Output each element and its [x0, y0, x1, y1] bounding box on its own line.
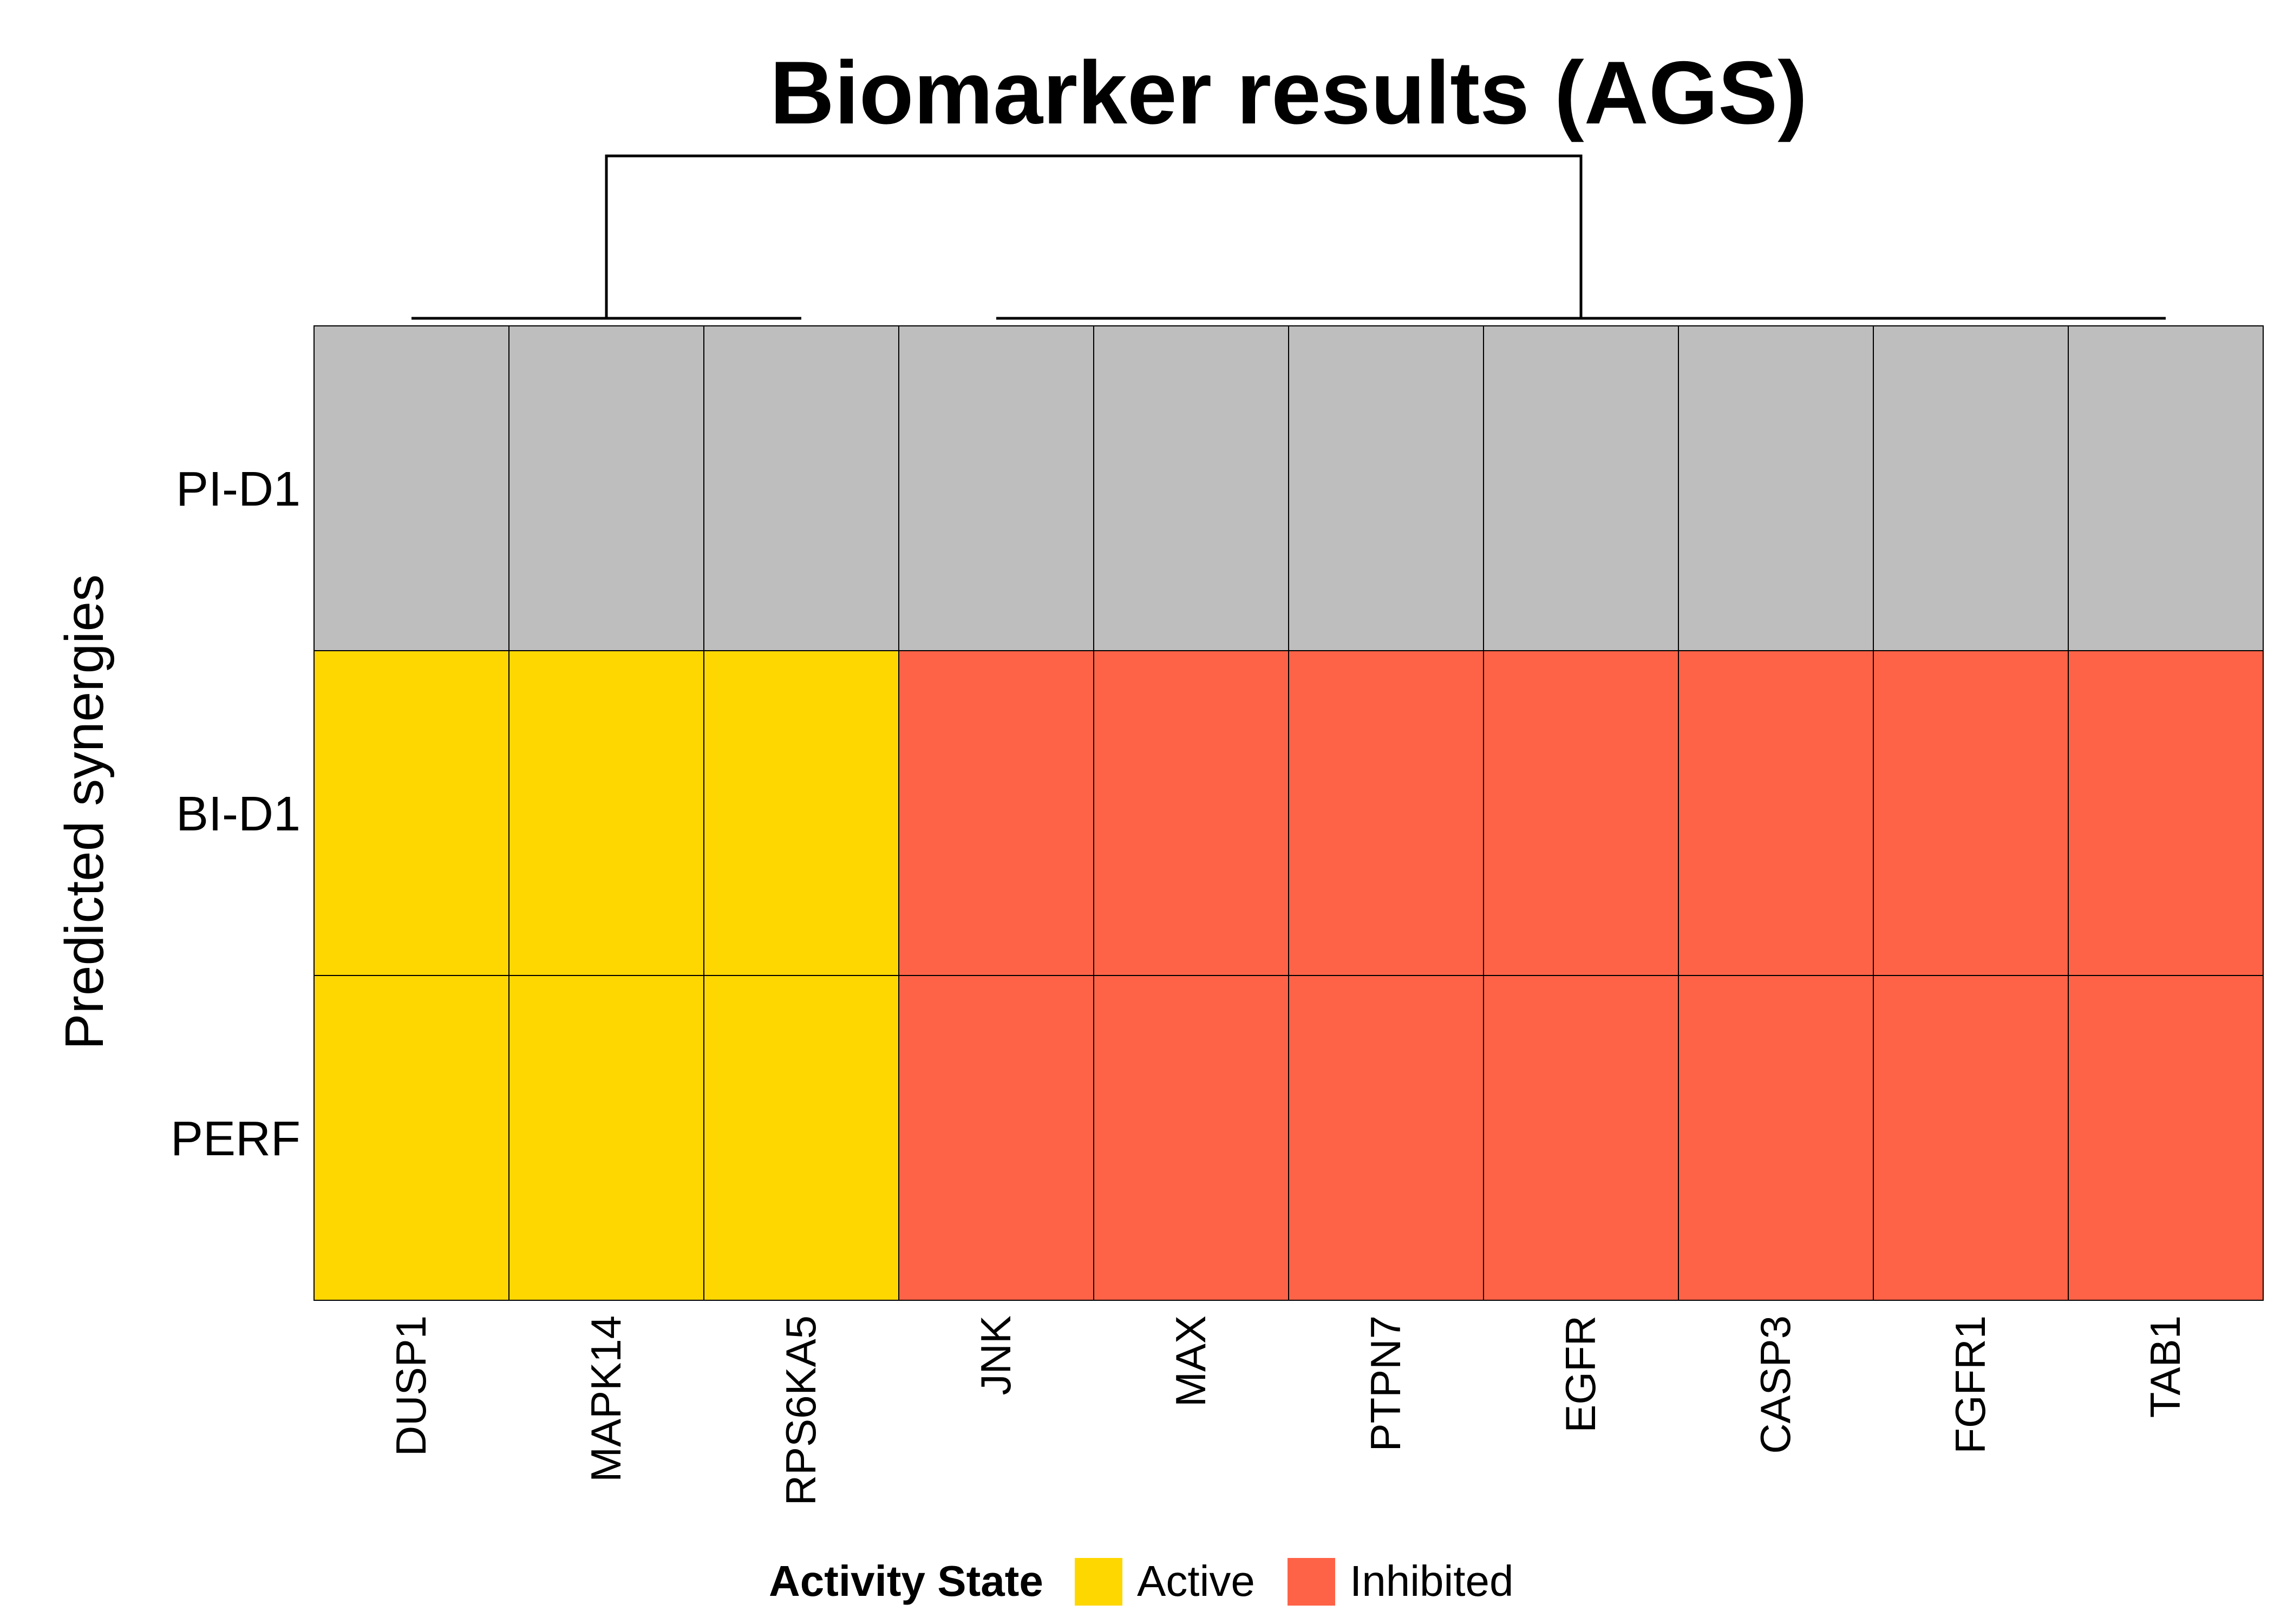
column-label-RPS6KA5: RPS6KA5 [777, 1315, 825, 1505]
heatmap-cell-BI-D1-MAPK14 [508, 650, 704, 976]
heatmap-cell-PI-D1-EGFR [1483, 325, 1679, 651]
heatmap-cell-BI-D1-RPS6KA5 [703, 650, 899, 976]
legend-label-active: Active [1137, 1557, 1255, 1605]
heatmap-cell-PERF-RPS6KA5 [703, 975, 899, 1301]
heatmap-cell-PERF-MAX [1093, 975, 1289, 1301]
column-label-CASP3: CASP3 [1752, 1315, 1799, 1454]
row-label-PERF: PERF [171, 1112, 300, 1166]
heatmap-cell-PI-D1-CASP3 [1678, 325, 1874, 651]
heatmap-cell-PI-D1-MAX [1093, 325, 1289, 651]
column-label-MAPK14: MAPK14 [582, 1315, 630, 1482]
column-dendrogram [411, 154, 2166, 320]
heatmap-cell-PERF-EGFR [1483, 975, 1679, 1301]
heatmap-cell-PERF-FGFR1 [1873, 975, 2069, 1301]
row-label-BI-D1: BI-D1 [176, 787, 300, 841]
column-label-EGFR: EGFR [1557, 1315, 1604, 1433]
heatmap-cells [313, 325, 2264, 1301]
heatmap-cell-PERF-JNK [898, 975, 1094, 1301]
heatmap-cell-BI-D1-TAB1 [2068, 650, 2264, 976]
column-label-TAB1: TAB1 [2141, 1315, 2189, 1418]
heatmap-cell-BI-D1-EGFR [1483, 650, 1679, 976]
dendrogram-root-link [605, 154, 1583, 318]
heatmap-cell-PI-D1-FGFR1 [1873, 325, 2069, 651]
legend-title: Activity State [769, 1557, 1043, 1605]
heatmap-cell-BI-D1-FGFR1 [1873, 650, 2069, 976]
column-label-JNK: JNK [972, 1315, 1020, 1395]
column-label-DUSP1: DUSP1 [387, 1315, 435, 1456]
heatmap-cell-BI-D1-JNK [898, 650, 1094, 976]
heatmap-cell-PI-D1-MAPK14 [508, 325, 704, 651]
heatmap-cell-PI-D1-DUSP1 [313, 325, 509, 651]
heatmap-cell-BI-D1-DUSP1 [313, 650, 509, 976]
heatmap-cell-PERF-TAB1 [2068, 975, 2264, 1301]
heatmap-cell-PI-D1-TAB1 [2068, 325, 2264, 651]
column-label-PTPN7: PTPN7 [1362, 1315, 1409, 1451]
heatmap-cell-PERF-MAPK14 [508, 975, 704, 1301]
column-label-MAX: MAX [1167, 1315, 1214, 1407]
heatmap-cell-BI-D1-CASP3 [1678, 650, 1874, 976]
heatmap-cell-PERF-DUSP1 [313, 975, 509, 1301]
heatmap-cell-PI-D1-RPS6KA5 [703, 325, 899, 651]
legend: Activity State Active Inhibited [769, 1557, 1513, 1606]
chart-title: Biomarker results (AGS) [770, 43, 1807, 142]
legend-label-inhibited: Inhibited [1350, 1557, 1513, 1605]
heatmap-cell-PI-D1-PTPN7 [1288, 325, 1484, 651]
heatmap-cell-BI-D1-MAX [1093, 650, 1289, 976]
heatmap-cell-PERF-CASP3 [1678, 975, 1874, 1301]
column-labels: DUSP1 MAPK14 RPS6KA5 JNK MAX PTPN7 EGFR CASP3 FG… [387, 1315, 2189, 1505]
y-axis-label: Predicted synergies [54, 574, 115, 1050]
legend-swatch-inhibited [1288, 1558, 1335, 1606]
heatmap-cell-PI-D1-JNK [898, 325, 1094, 651]
legend-swatch-active [1075, 1558, 1122, 1606]
column-label-FGFR1: FGFR1 [1946, 1315, 1994, 1454]
row-labels: PI-D1 BI-D1 PERF [171, 462, 300, 1166]
heatmap-cell-BI-D1-PTPN7 [1288, 650, 1484, 976]
heatmap-cell-PERF-PTPN7 [1288, 975, 1484, 1301]
row-label-PI-D1: PI-D1 [176, 462, 300, 516]
